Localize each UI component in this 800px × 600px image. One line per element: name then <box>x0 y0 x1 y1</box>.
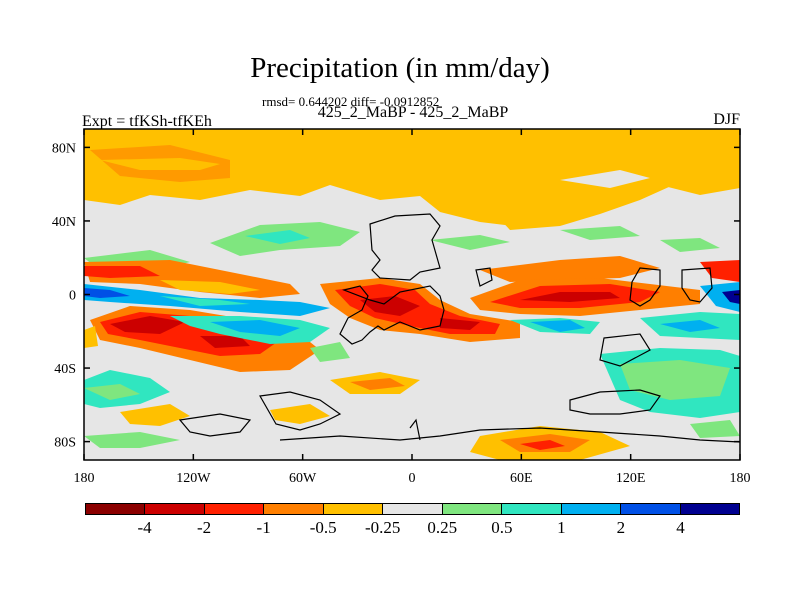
coastlines <box>178 213 740 443</box>
y-tick-label: 0 <box>69 289 76 304</box>
colorbar-label: -1 <box>256 518 271 537</box>
experiment-label: Expt = tfKSh-tfKEh <box>82 113 212 130</box>
colorbar-swatch <box>621 504 681 514</box>
x-tick-label: 120E <box>616 471 646 486</box>
x-tick-label: 60W <box>289 471 317 486</box>
colorbar-swatch <box>323 504 384 514</box>
y-tick-label: 40N <box>52 215 76 230</box>
colorbar-swatch <box>86 504 146 514</box>
x-tick-label: 60E <box>510 471 533 486</box>
colorbar-label: -4 <box>137 518 152 537</box>
x-tick-label: 180 <box>74 471 95 486</box>
colorbar-label: 1 <box>557 518 566 537</box>
colorbar-swatch <box>145 504 205 514</box>
y-tick-label: 80S <box>54 436 76 451</box>
season-label: DJF <box>713 111 740 128</box>
colorbar-swatch <box>264 504 324 514</box>
colorbar <box>85 503 740 515</box>
y-tick-label: 80N <box>52 141 76 156</box>
x-tick-label: 180 <box>730 471 751 486</box>
x-tick-label: 0 <box>409 471 416 486</box>
stats-line: rmsd= 0.644202 diff= -0.0912852 <box>262 94 440 109</box>
colorbar-label: 0.5 <box>491 518 513 537</box>
y-axis: 80N 40N 0 40S 80S <box>52 141 740 451</box>
anomaly-field <box>84 129 740 460</box>
x-tick-label: 120W <box>176 471 211 486</box>
plot-subtitle: 425_2_MaBP - 425_2_MaBP <box>317 104 509 121</box>
colorbar-label: -0.5 <box>309 518 337 537</box>
colorbar-swatch <box>204 504 265 514</box>
colorbar-swatch <box>561 504 622 514</box>
colorbar-swatch <box>383 504 443 514</box>
colorbar-label: 2 <box>616 518 626 537</box>
plot-title: Precipitation (in mm/day) <box>250 52 550 84</box>
colorbar-label: -2 <box>196 518 212 537</box>
colorbar-label: 4 <box>676 518 685 537</box>
y-tick-label: 40S <box>54 362 76 377</box>
x-axis: 180 120W 60W 0 60E 120E 180 <box>74 129 751 486</box>
colorbar-swatch <box>442 504 503 514</box>
colorbar-swatch <box>502 504 562 514</box>
colorbar-label: -0.25 <box>365 518 401 537</box>
colorbar-label: 0.25 <box>427 518 458 537</box>
colorbar-swatch <box>680 504 739 514</box>
